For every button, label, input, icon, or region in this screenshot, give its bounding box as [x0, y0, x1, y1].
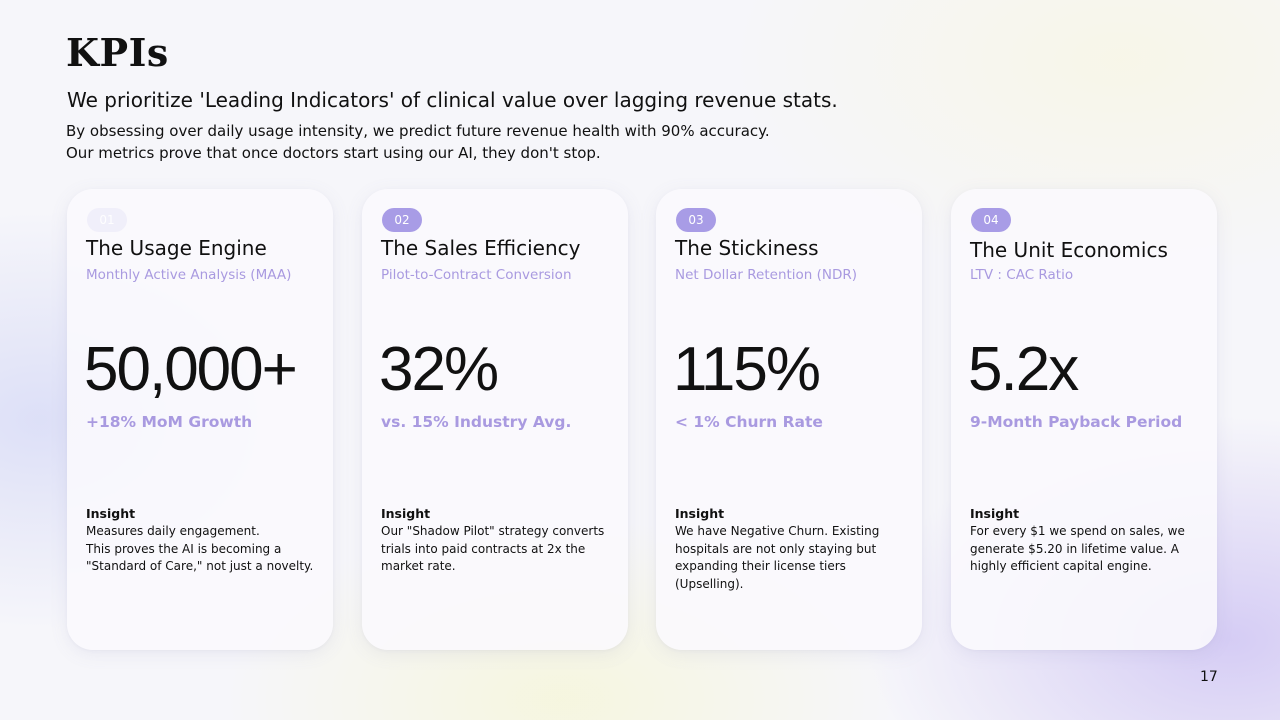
card-number-badge: 01	[87, 208, 127, 232]
card-title: The Stickiness	[675, 236, 819, 260]
card-title: The Usage Engine	[86, 236, 267, 260]
insight-line: Our "Shadow Pilot" strategy converts	[381, 524, 605, 538]
insight-line: trials into paid contracts at 2x the	[381, 541, 586, 556]
insight-line: market rate.	[381, 559, 456, 573]
kpi-stat: +18% MoM Growth	[86, 413, 253, 431]
card-subtitle: Pilot-to-Contract Conversion	[381, 267, 572, 283]
insight-line: This proves the AI is becoming a	[86, 541, 282, 556]
slide-title: KPIs	[66, 30, 169, 75]
insight-line: hospitals are not only staying but	[675, 541, 877, 556]
insight-line: highly efficient capital engine.	[970, 559, 1152, 573]
card-subtitle: Monthly Active Analysis (MAA)	[86, 267, 292, 283]
insight-line: generate $5.20 in lifetime value. A	[970, 541, 1179, 556]
kpi-stat: vs. 15% Industry Avg.	[381, 413, 572, 431]
card-number-badge: 02	[382, 208, 422, 232]
kpi-value: 50,000+	[84, 335, 298, 404]
insight-line: (Upselling).	[675, 576, 744, 591]
card-subtitle: LTV : CAC Ratio	[970, 267, 1074, 283]
description-line: By obsessing over daily usage intensity,…	[66, 122, 770, 140]
kpi-card-usage-engine: 01 The Usage Engine Monthly Active Analy…	[67, 189, 333, 650]
insight-line: expanding their license tiers	[675, 559, 846, 573]
kpi-card-unit-economics: 04 The Unit Economics LTV : CAC Ratio 5.…	[951, 189, 1217, 650]
page-number: 17	[1200, 669, 1218, 685]
insight-label: Insight	[381, 506, 431, 521]
insight-line: We have Negative Churn. Existing	[675, 524, 880, 538]
insight-text: We have Negative Churn. Existing hospita…	[675, 523, 911, 593]
card-number-badge: 04	[971, 208, 1011, 232]
insight-label: Insight	[86, 506, 136, 521]
kpi-value: 115%	[673, 335, 821, 404]
kpi-value: 32%	[379, 335, 499, 404]
slide-subtitle: We prioritize 'Leading Indicators' of cl…	[67, 88, 838, 112]
insight-text: Our "Shadow Pilot" strategy converts tri…	[381, 523, 617, 576]
card-subtitle: Net Dollar Retention (NDR)	[675, 267, 858, 283]
kpi-value: 5.2x	[968, 335, 1079, 404]
insight-text: For every $1 we spend on sales, we gener…	[970, 523, 1206, 576]
insight-line: For every $1 we spend on sales, we	[970, 524, 1185, 538]
insight-line: "Standard of Care," not just a novelty.	[86, 559, 314, 573]
card-title: The Sales Efficiency	[381, 236, 581, 260]
insight-text: Measures daily engagement. This proves t…	[86, 523, 322, 576]
description-line: Our metrics prove that once doctors star…	[66, 144, 601, 162]
kpi-card-sales-efficiency: 02 The Sales Efficiency Pilot-to-Contrac…	[362, 189, 628, 650]
kpi-stat: < 1% Churn Rate	[675, 413, 823, 431]
insight-line: Measures daily engagement.	[86, 524, 260, 538]
insight-label: Insight	[675, 506, 725, 521]
slide-description: By obsessing over daily usage intensity,…	[66, 120, 770, 164]
kpi-stat: 9-Month Payback Period	[970, 413, 1183, 431]
kpi-card-stickiness: 03 The Stickiness Net Dollar Retention (…	[656, 189, 922, 650]
insight-label: Insight	[970, 506, 1020, 521]
card-number-badge: 03	[676, 208, 716, 232]
card-title: The Unit Economics	[970, 238, 1168, 262]
